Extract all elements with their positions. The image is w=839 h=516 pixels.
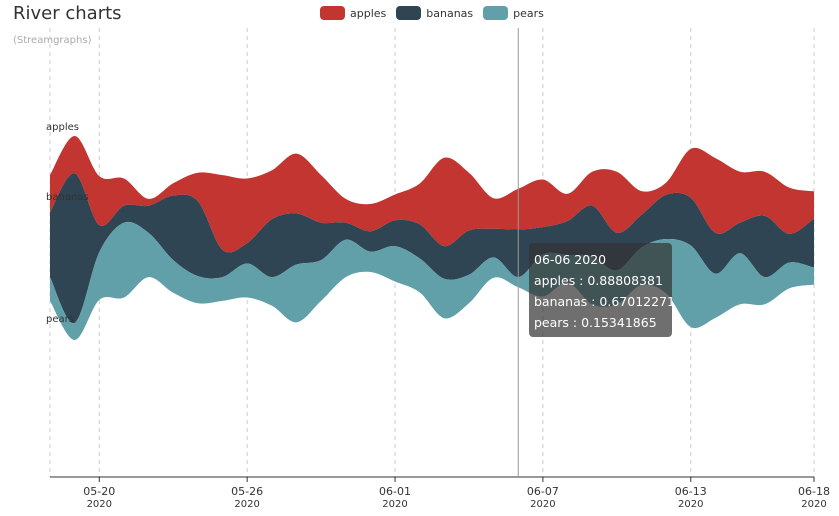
x-tick-year: 2020 [678,499,703,510]
x-tick-label-06-07: 06-07 [527,485,559,498]
series-label-pears: pears [46,314,74,325]
legend-swatch-apples [320,6,345,20]
river-layer-apples [50,135,814,253]
tooltip-date: 06-06 2020 [534,252,607,267]
river-layer-pears [50,221,814,341]
legend-item-apples[interactable]: apples [320,6,386,20]
legend-item-pears[interactable]: pears [483,6,544,20]
tooltip-pears: pears : 0.15341865 [534,315,657,330]
x-tick-year: 2020 [234,499,259,510]
x-tick-year: 2020 [382,499,407,510]
x-tick-label-06-13: 06-13 [675,485,707,498]
x-tick-year: 2020 [530,499,555,510]
legend-label-bananas: bananas [426,6,474,20]
x-tick-label-06-18: 06-18 [798,485,830,498]
series-label-bananas: bananas [46,192,89,203]
x-tick-label-05-20: 05-20 [83,485,115,498]
legend-swatch-bananas [396,6,422,20]
legend-label-pears: pears [513,6,544,20]
tooltip-bananas: bananas : 0.67012271 [534,294,675,309]
x-tick-label-05-26: 05-26 [231,485,263,498]
tooltip: 06-06 2020 apples : 0.88808381 bananas :… [529,243,675,337]
x-tick-year: 2020 [801,499,826,510]
chart-subtitle: (Streamgraphs) [13,35,92,46]
series-label-apples: apples [46,122,79,133]
x-tick-year: 2020 [87,499,112,510]
x-tick-label-06-01: 06-01 [379,485,411,498]
legend-label-apples: apples [350,6,387,20]
legend: apples bananas pears [320,6,544,20]
tooltip-apples: apples : 0.88808381 [534,273,663,288]
chart-title: River charts [13,3,122,24]
legend-swatch-pears [483,6,509,20]
legend-item-bananas[interactable]: bananas [396,6,473,20]
river-layer-bananas [50,173,814,324]
